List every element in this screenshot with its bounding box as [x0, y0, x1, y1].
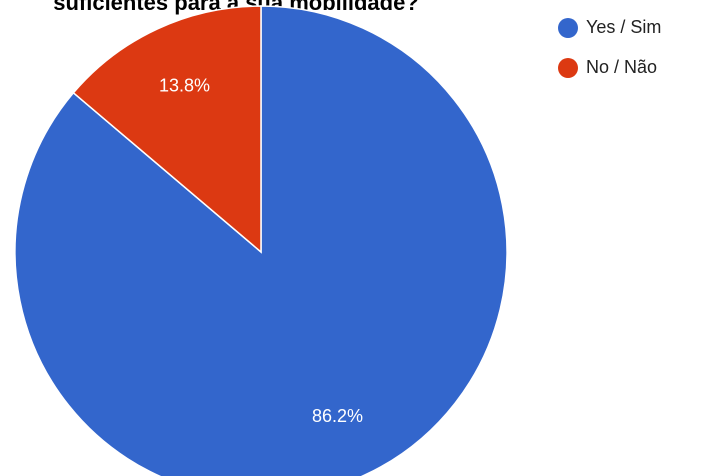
legend-marker — [558, 58, 578, 78]
legend-label: No / Não — [586, 57, 657, 77]
slice-label: 86.2% — [312, 406, 363, 426]
legend-marker — [558, 18, 578, 38]
pie-slice — [14, 5, 508, 476]
slice-label: 13.8% — [159, 76, 210, 96]
legend-label: Yes / Sim — [586, 17, 661, 37]
pie-slice — [72, 5, 262, 254]
